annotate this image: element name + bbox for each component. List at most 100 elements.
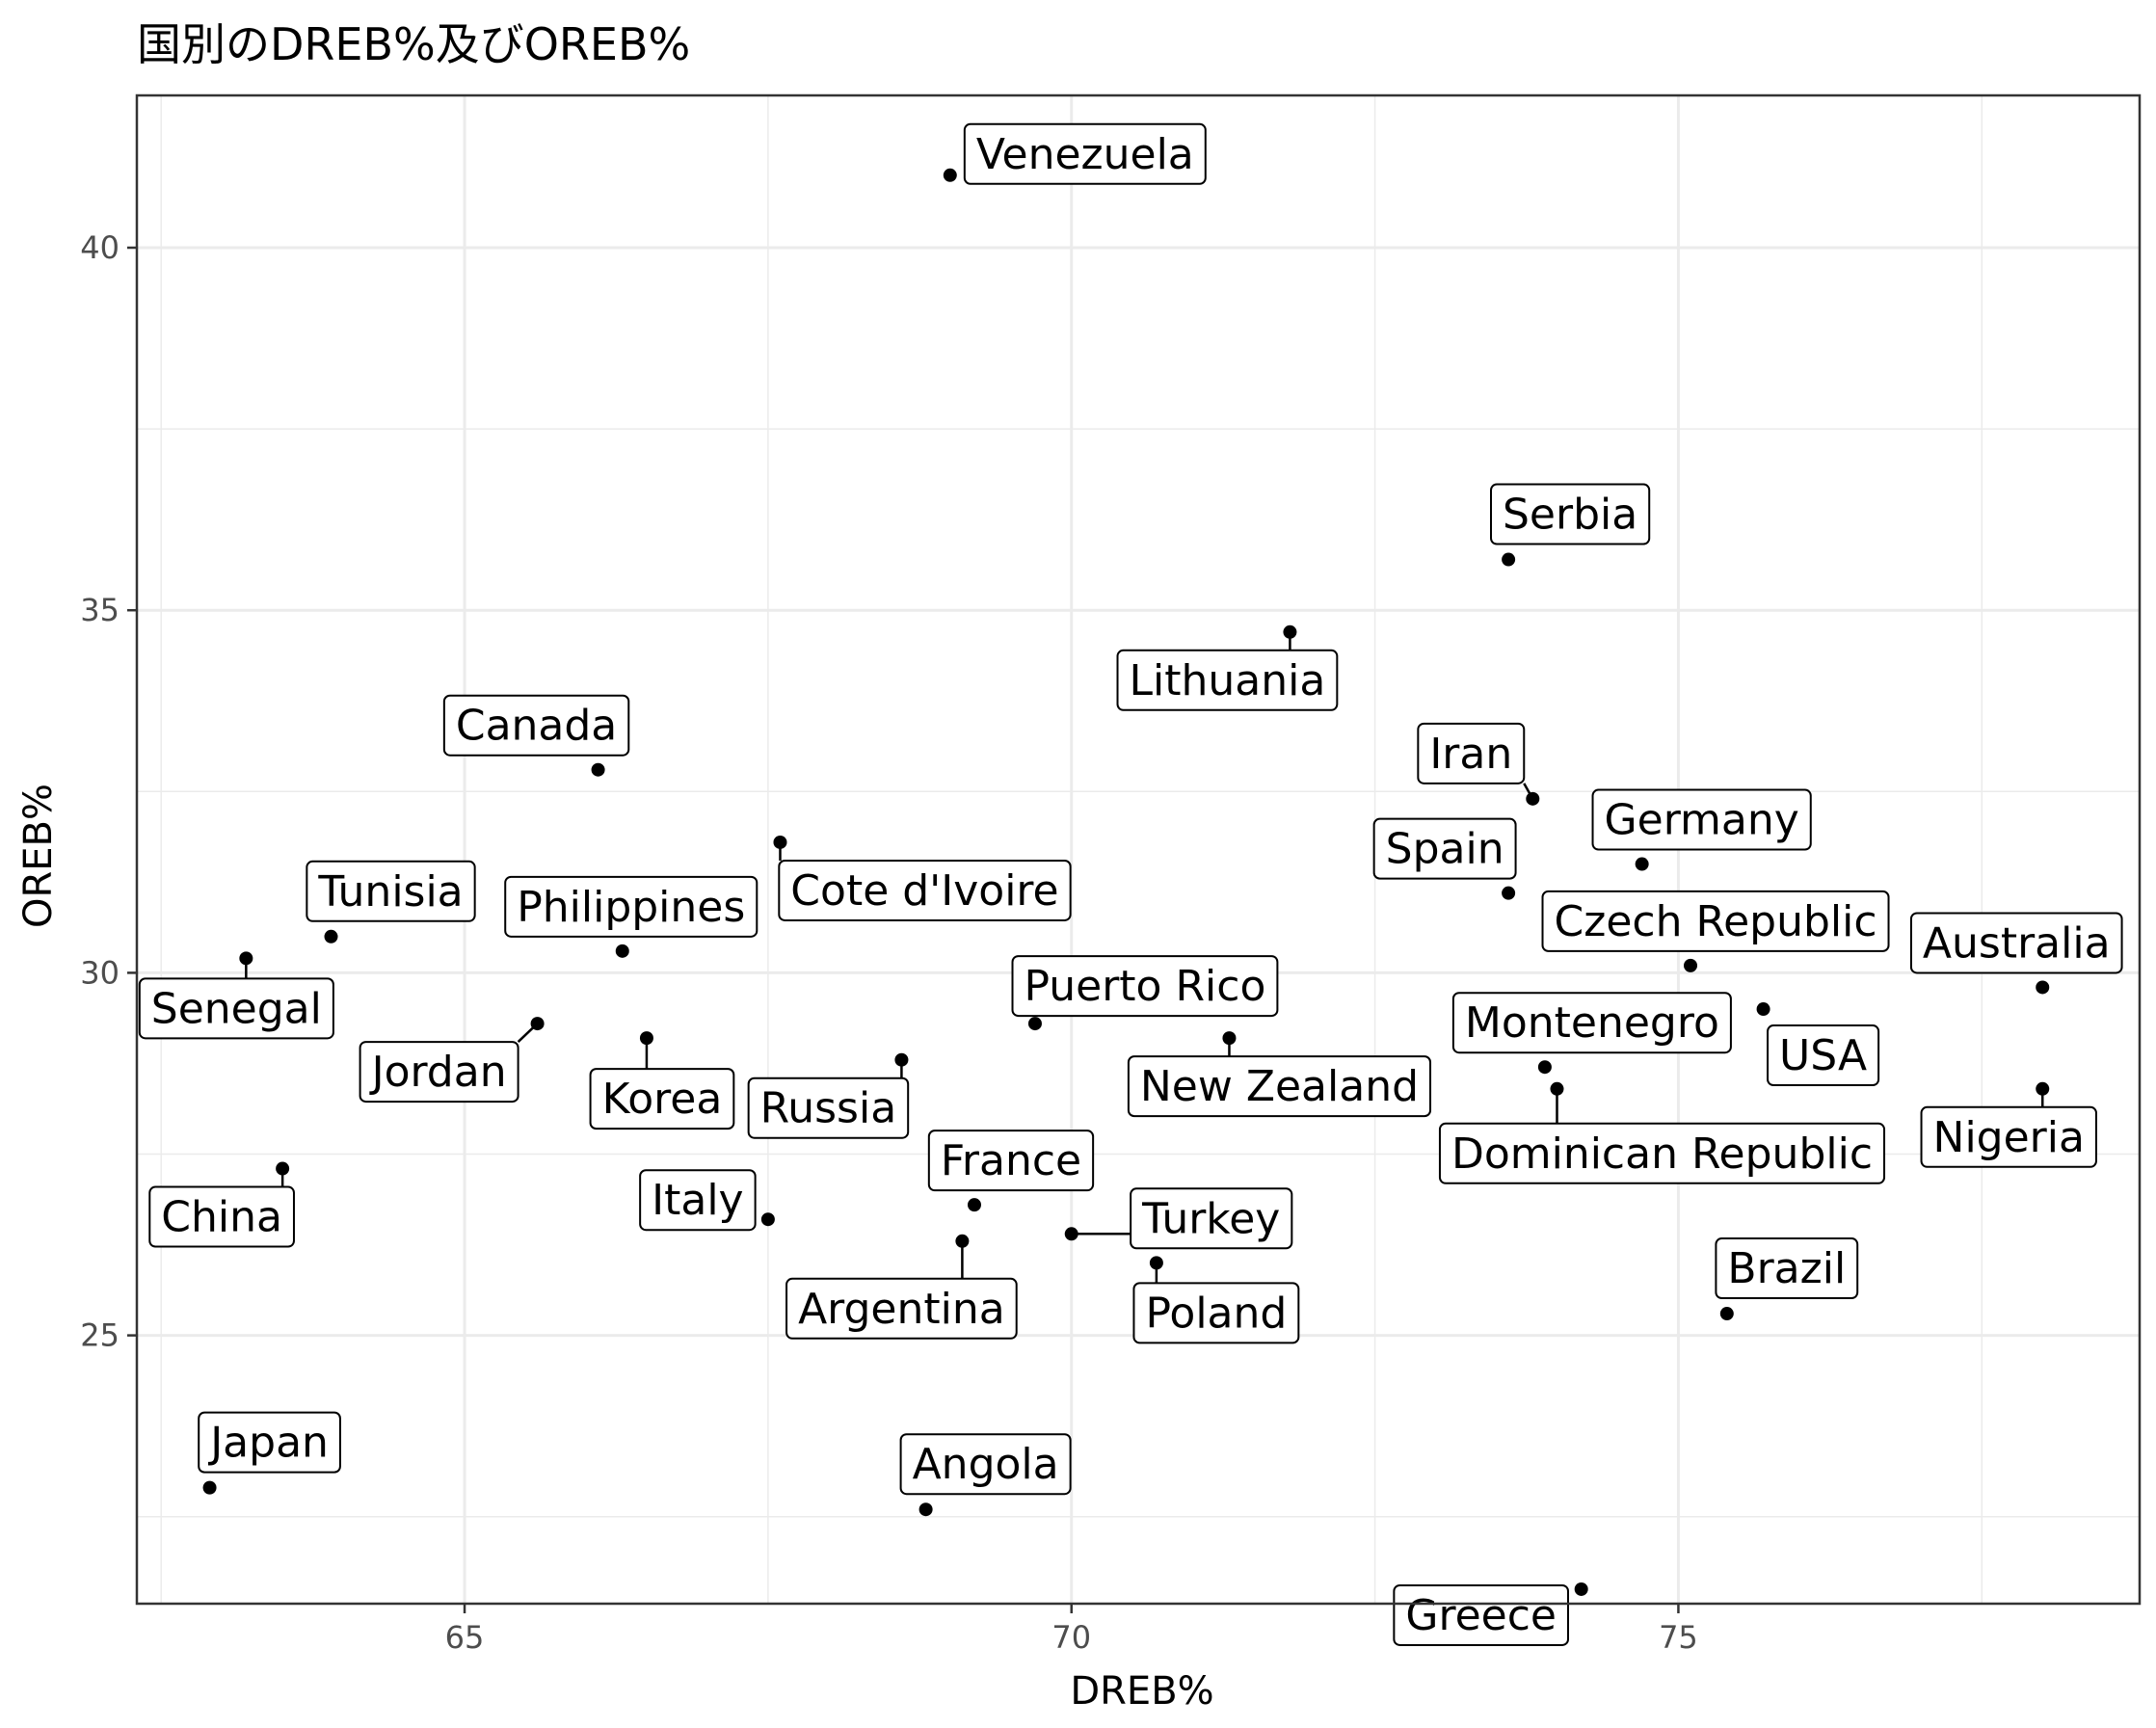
point-label: Serbia xyxy=(1503,491,1637,540)
point-label: Jordan xyxy=(369,1048,507,1097)
point-label-box xyxy=(1372,817,1517,880)
point-label-box xyxy=(1909,912,2123,974)
point-label-box xyxy=(504,875,759,938)
point-label: France xyxy=(941,1136,1081,1185)
data-point xyxy=(1502,552,1516,567)
y-tick-label: 35 xyxy=(80,592,120,628)
data-point xyxy=(239,951,253,966)
y-tick-label: 30 xyxy=(80,954,120,991)
point-label: Canada xyxy=(456,702,617,751)
point-label: Germany xyxy=(1605,796,1799,845)
point-label-box xyxy=(442,694,630,757)
point-label-box xyxy=(1490,483,1651,545)
point-label-box xyxy=(148,1185,295,1248)
x-axis-title: DREB% xyxy=(1070,1669,1213,1714)
panel-background xyxy=(137,95,2140,1604)
point-label-box xyxy=(747,1077,910,1139)
point-label-box xyxy=(1591,788,1812,851)
data-point xyxy=(2036,1081,2050,1096)
point-label: Philippines xyxy=(517,883,745,932)
data-point xyxy=(591,762,605,777)
point-label-box xyxy=(1541,890,1890,952)
point-label: Angola xyxy=(913,1440,1059,1489)
data-point xyxy=(967,1198,981,1212)
point-label-box xyxy=(1132,1282,1300,1344)
point-label: Senegal xyxy=(151,984,322,1033)
point-label-box xyxy=(359,1041,519,1103)
y-axis-title: OREB% xyxy=(16,784,61,928)
point-label-box xyxy=(1715,1237,1859,1300)
data-point xyxy=(1719,1307,1734,1321)
data-point xyxy=(1283,625,1297,639)
data-point xyxy=(276,1161,290,1176)
point-label: Montenegro xyxy=(1465,998,1719,1048)
point-label: Dominican Republic xyxy=(1451,1130,1873,1179)
data-point xyxy=(1574,1582,1588,1596)
data-point xyxy=(1756,1002,1770,1017)
point-label-box xyxy=(1011,955,1279,1018)
point-label: Poland xyxy=(1145,1289,1287,1338)
data-point xyxy=(955,1234,970,1248)
point-label-box xyxy=(198,1411,341,1474)
point-label-box xyxy=(1438,1122,1886,1184)
point-label-box xyxy=(1417,722,1526,784)
point-label: Australia xyxy=(1923,918,2111,968)
point-label-box xyxy=(589,1068,735,1130)
data-point xyxy=(2036,980,2050,995)
chart-title: 国別のDREB%及びOREB% xyxy=(137,18,690,70)
point-label-box xyxy=(899,1433,1072,1496)
point-label: Czech Republic xyxy=(1555,897,1877,946)
data-point xyxy=(324,929,338,944)
data-point xyxy=(1550,1081,1564,1096)
point-label: Brazil xyxy=(1727,1244,1846,1293)
data-point xyxy=(639,1031,653,1046)
x-axis: 65 70 75 xyxy=(445,1604,1698,1656)
point-label: Cote d'Ivoire xyxy=(790,866,1058,916)
data-point xyxy=(615,944,629,958)
data-point xyxy=(1537,1060,1552,1075)
point-label: Nigeria xyxy=(1933,1113,2085,1162)
point-label: Korea xyxy=(602,1075,723,1124)
data-point xyxy=(530,1017,545,1031)
point-label: Lithuania xyxy=(1130,656,1326,705)
point-label-box xyxy=(1130,1187,1293,1250)
point-label-box xyxy=(1767,1024,1880,1087)
data-point xyxy=(1027,1017,1042,1031)
point-label-box xyxy=(963,122,1207,185)
point-label-box xyxy=(927,1130,1095,1192)
point-label: Puerto Rico xyxy=(1025,962,1266,1011)
data-point xyxy=(1502,886,1516,900)
point-label: Italy xyxy=(652,1176,743,1225)
data-point xyxy=(1064,1227,1078,1241)
point-label: Russia xyxy=(760,1084,897,1133)
data-point xyxy=(773,835,787,849)
point-label-box xyxy=(138,977,334,1040)
data-point xyxy=(1149,1256,1163,1270)
point-label-box xyxy=(306,860,476,922)
data-point xyxy=(1635,857,1649,871)
point-label: Turkey xyxy=(1141,1194,1280,1243)
point-label: Venezuela xyxy=(976,130,1194,179)
data-point xyxy=(202,1480,217,1495)
data-point xyxy=(918,1502,933,1517)
point-label: New Zealand xyxy=(1140,1062,1419,1111)
data-point xyxy=(1684,958,1698,972)
point-label: Tunisia xyxy=(317,867,463,917)
point-label-box xyxy=(1451,992,1732,1054)
plot-panel: Venezuela Serbia Lithuania Canada Iran Cote d… xyxy=(135,93,2142,1646)
x-tick-label: 75 xyxy=(1659,1619,1698,1656)
point-label: Iran xyxy=(1429,730,1512,779)
y-tick-label: 40 xyxy=(80,229,120,266)
y-axis: 25 30 35 40 xyxy=(80,229,137,1354)
point-label-box xyxy=(1393,1583,1569,1646)
data-point xyxy=(894,1052,909,1067)
x-tick-label: 65 xyxy=(445,1619,485,1656)
y-tick-label: 25 xyxy=(80,1317,120,1354)
point-label-box xyxy=(785,1277,1018,1340)
panel-border xyxy=(135,93,2142,1606)
point-label-box xyxy=(1127,1055,1432,1118)
point-label: Spain xyxy=(1386,825,1504,874)
data-point xyxy=(943,168,957,182)
point-label-box xyxy=(1116,649,1339,711)
